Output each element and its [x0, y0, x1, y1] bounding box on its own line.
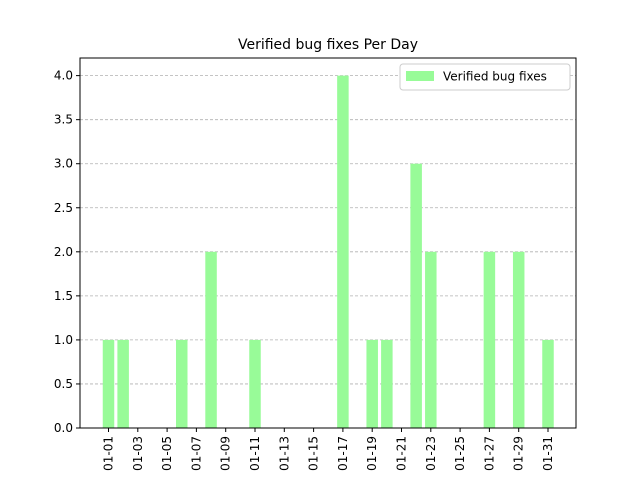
y-tick-label: 0.0	[54, 421, 73, 435]
y-tick-label: 2.5	[54, 201, 73, 215]
bar	[102, 339, 115, 428]
x-tick-label: 01-13	[277, 436, 291, 471]
y-tick-label: 2.0	[54, 245, 73, 259]
bar	[381, 339, 393, 428]
bar	[483, 251, 496, 428]
legend: Verified bug fixes	[399, 63, 571, 91]
bar	[249, 339, 261, 428]
bar	[366, 339, 378, 428]
legend-swatch	[406, 71, 434, 81]
x-tick-label: 01-25	[453, 436, 467, 471]
x-tick-label: 01-17	[336, 436, 350, 471]
x-tick-label: 01-05	[160, 436, 174, 471]
bar	[512, 251, 525, 428]
bar	[410, 163, 422, 428]
x-tick-label: 01-09	[219, 436, 233, 471]
legend-label: Verified bug fixes	[443, 70, 547, 84]
x-tick-label: 01-27	[482, 436, 496, 471]
x-tick-label: 01-03	[131, 436, 145, 471]
y-tick-label: 1.0	[54, 333, 73, 347]
y-tick-label: 3.5	[54, 113, 73, 127]
x-tick-label: 01-29	[512, 436, 526, 471]
bar	[205, 251, 217, 428]
bar-layer	[102, 75, 554, 428]
x-tick-label: 01-23	[424, 436, 438, 471]
x-tick-label: 01-07	[189, 436, 203, 471]
x-tick-label: 01-15	[307, 436, 321, 471]
bar	[425, 251, 437, 428]
chart-title: Verified bug fixes Per Day	[238, 37, 418, 53]
x-axis: 01-01 01-03 01-05 01-07 01-09 01-11 01-13 01-15…	[102, 428, 555, 471]
grid-layer	[80, 75, 576, 385]
bar	[176, 339, 188, 428]
legend-box	[399, 63, 571, 91]
y-axis: 0.0 0.5 1.0 1.5 2.0 2.5 3.0 3.5 4.0	[54, 69, 80, 435]
x-tick-label: 01-01	[102, 436, 116, 471]
y-tick-label: 3.0	[54, 157, 73, 171]
bar	[337, 75, 349, 428]
y-tick-label: 4.0	[54, 69, 73, 83]
y-tick-label: 0.5	[54, 377, 73, 391]
x-tick-label: 01-11	[248, 436, 262, 471]
plot-frame	[79, 57, 577, 429]
x-tick-label: 01-31	[541, 436, 555, 471]
bar	[542, 339, 554, 428]
y-tick-label: 1.5	[54, 289, 73, 303]
x-tick-label: 01-19	[365, 436, 379, 471]
x-tick-label: 01-21	[395, 436, 409, 471]
bar	[117, 339, 129, 428]
